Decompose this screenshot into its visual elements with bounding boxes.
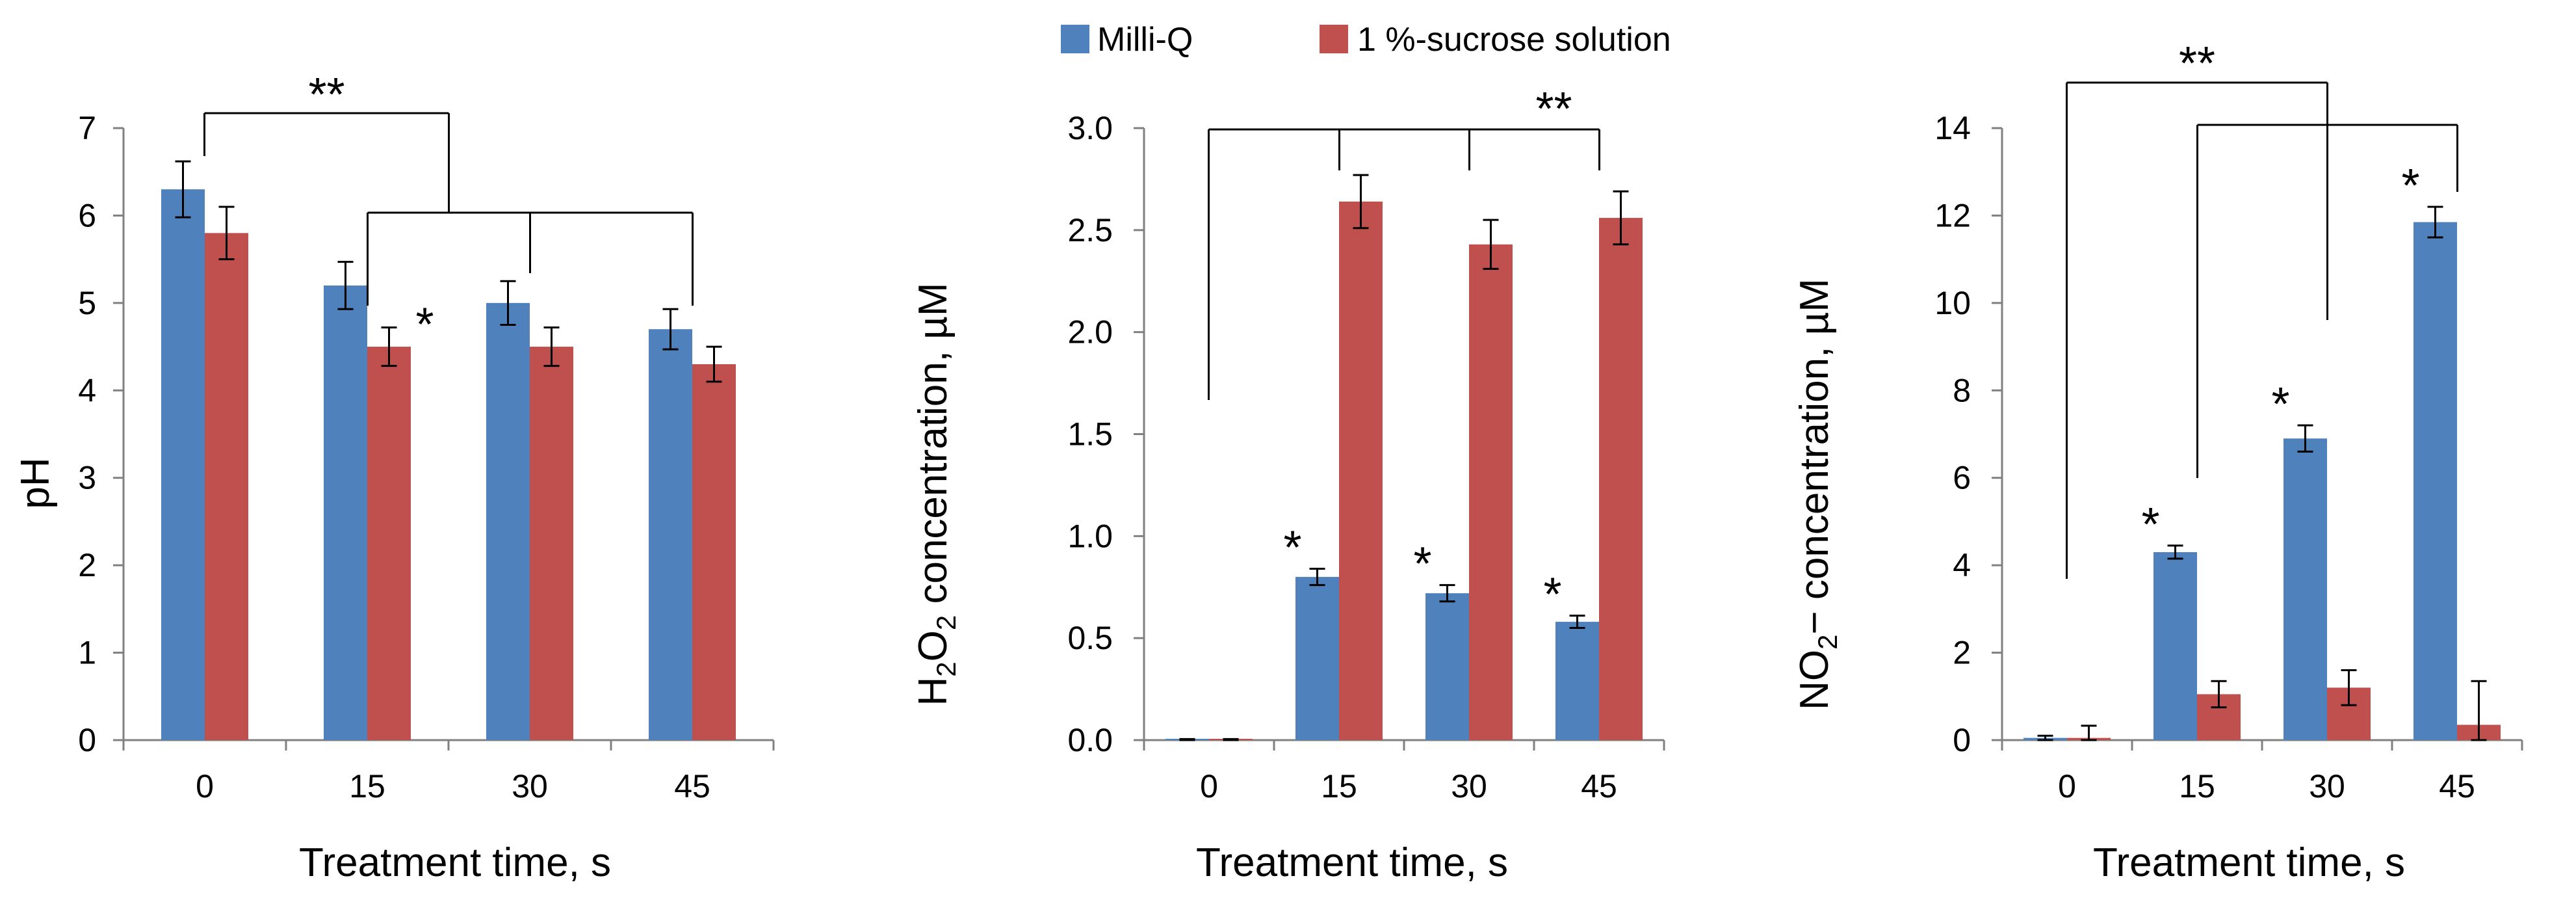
y-tick-label: 2 <box>78 547 96 583</box>
bar <box>2283 438 2327 740</box>
y-tick-label: 1.5 <box>1067 416 1113 453</box>
y-label-part: − concentration, µM <box>1792 278 1837 635</box>
y-axis-label: H2O2 concentration, µM <box>911 282 961 706</box>
x-tick-label: 45 <box>674 768 710 804</box>
x-axis-label: Treatment time, s <box>2093 840 2405 885</box>
bar <box>486 302 530 740</box>
bar <box>367 347 411 740</box>
y-label-subscript: 2 <box>931 615 961 630</box>
y-tick-label: 6 <box>78 197 96 233</box>
x-tick-label: 0 <box>1200 768 1218 804</box>
x-tick-label: 45 <box>2439 768 2475 804</box>
bar <box>324 285 367 740</box>
legend-label-sucrose: 1 %-sucrose solution <box>1357 21 1671 59</box>
y-tick-label: 2 <box>1953 635 1971 671</box>
y-tick-label: 0.5 <box>1067 620 1113 656</box>
legend-swatch-sucrose <box>1320 25 1348 53</box>
significance-marker: * <box>2271 379 2289 431</box>
x-tick-label: 0 <box>2058 768 2076 804</box>
bar <box>2153 552 2197 740</box>
significance-marker: * <box>1283 522 1301 574</box>
bar <box>205 233 248 740</box>
y-tick-label: 6 <box>1953 460 1971 496</box>
bar <box>2413 222 2457 740</box>
y-axis-label: NO2− concentration, µM <box>1792 278 1843 710</box>
y-tick-label: 12 <box>1934 197 1971 233</box>
y-label-subscript: 2 <box>1812 635 1843 650</box>
y-tick-label: 1 <box>78 635 96 671</box>
x-axis-label: Treatment time, s <box>299 840 611 885</box>
y-tick-label: 3 <box>78 460 96 496</box>
y-label-part: O <box>911 630 956 661</box>
y-label-part: H <box>911 677 956 706</box>
significance-marker-double: ** <box>308 69 345 121</box>
bar <box>161 189 205 741</box>
bar <box>649 329 692 741</box>
bar <box>1295 577 1339 740</box>
significance-marker: * <box>1413 538 1431 591</box>
y-tick-label: 10 <box>1934 285 1971 321</box>
bar <box>1599 218 1643 741</box>
bar <box>1555 622 1599 740</box>
x-tick-label: 45 <box>1581 768 1617 804</box>
y-axis-label: pH <box>13 457 58 509</box>
y-tick-label: 0.0 <box>1067 722 1113 758</box>
y-tick-label: 2.5 <box>1067 212 1113 248</box>
y-tick-label: 14 <box>1934 110 1971 146</box>
y-tick-label: 0 <box>1953 722 1971 758</box>
y-tick-label: 4 <box>78 372 96 408</box>
significance-marker-double: ** <box>1535 83 1572 135</box>
legend-swatch-milli-q <box>1061 25 1089 53</box>
y-label-part: NO <box>1792 650 1837 710</box>
y-label-part: concentration, µM <box>911 282 956 615</box>
x-tick-label: 30 <box>2309 768 2345 804</box>
bar <box>1469 244 1513 740</box>
y-tick-label: 3.0 <box>1067 110 1113 146</box>
x-tick-label: 0 <box>196 768 214 804</box>
y-tick-label: 8 <box>1953 372 1971 408</box>
significance-marker: * <box>2141 499 2159 551</box>
bar <box>1425 593 1469 740</box>
y-tick-label: 1.0 <box>1067 518 1113 554</box>
y-tick-label: 2.0 <box>1067 314 1113 351</box>
y-tick-label: 4 <box>1953 547 1971 583</box>
significance-marker-double: ** <box>2179 38 2215 90</box>
bar <box>530 347 573 740</box>
x-tick-label: 15 <box>1321 768 1357 804</box>
chart-panel-no2: NO2− concentration, µM Treatment time, s… <box>1792 38 2523 885</box>
x-axis-label: Treatment time, s <box>1196 840 1508 885</box>
y-tick-label: 7 <box>78 110 96 146</box>
bar <box>1339 201 1383 740</box>
legend-label-milli-q: Milli-Q <box>1097 21 1193 59</box>
x-tick-label: 15 <box>349 768 385 804</box>
x-tick-label: 30 <box>1451 768 1487 804</box>
y-label-subscript: 2 <box>931 661 961 676</box>
bar <box>692 364 736 740</box>
legend: Milli-Q 1 %-sucrose solution <box>1061 21 1671 59</box>
significance-marker: * <box>2401 160 2419 212</box>
x-tick-label: 15 <box>2179 768 2215 804</box>
y-tick-label: 5 <box>78 285 96 321</box>
significance-marker: * <box>1543 569 1561 621</box>
x-tick-label: 30 <box>512 768 548 804</box>
y-tick-label: 0 <box>78 722 96 758</box>
significance-marker: * <box>415 299 434 351</box>
chart-panel-h2o2: H2O2 concentration, µM Treatment time, s… <box>911 83 1665 885</box>
